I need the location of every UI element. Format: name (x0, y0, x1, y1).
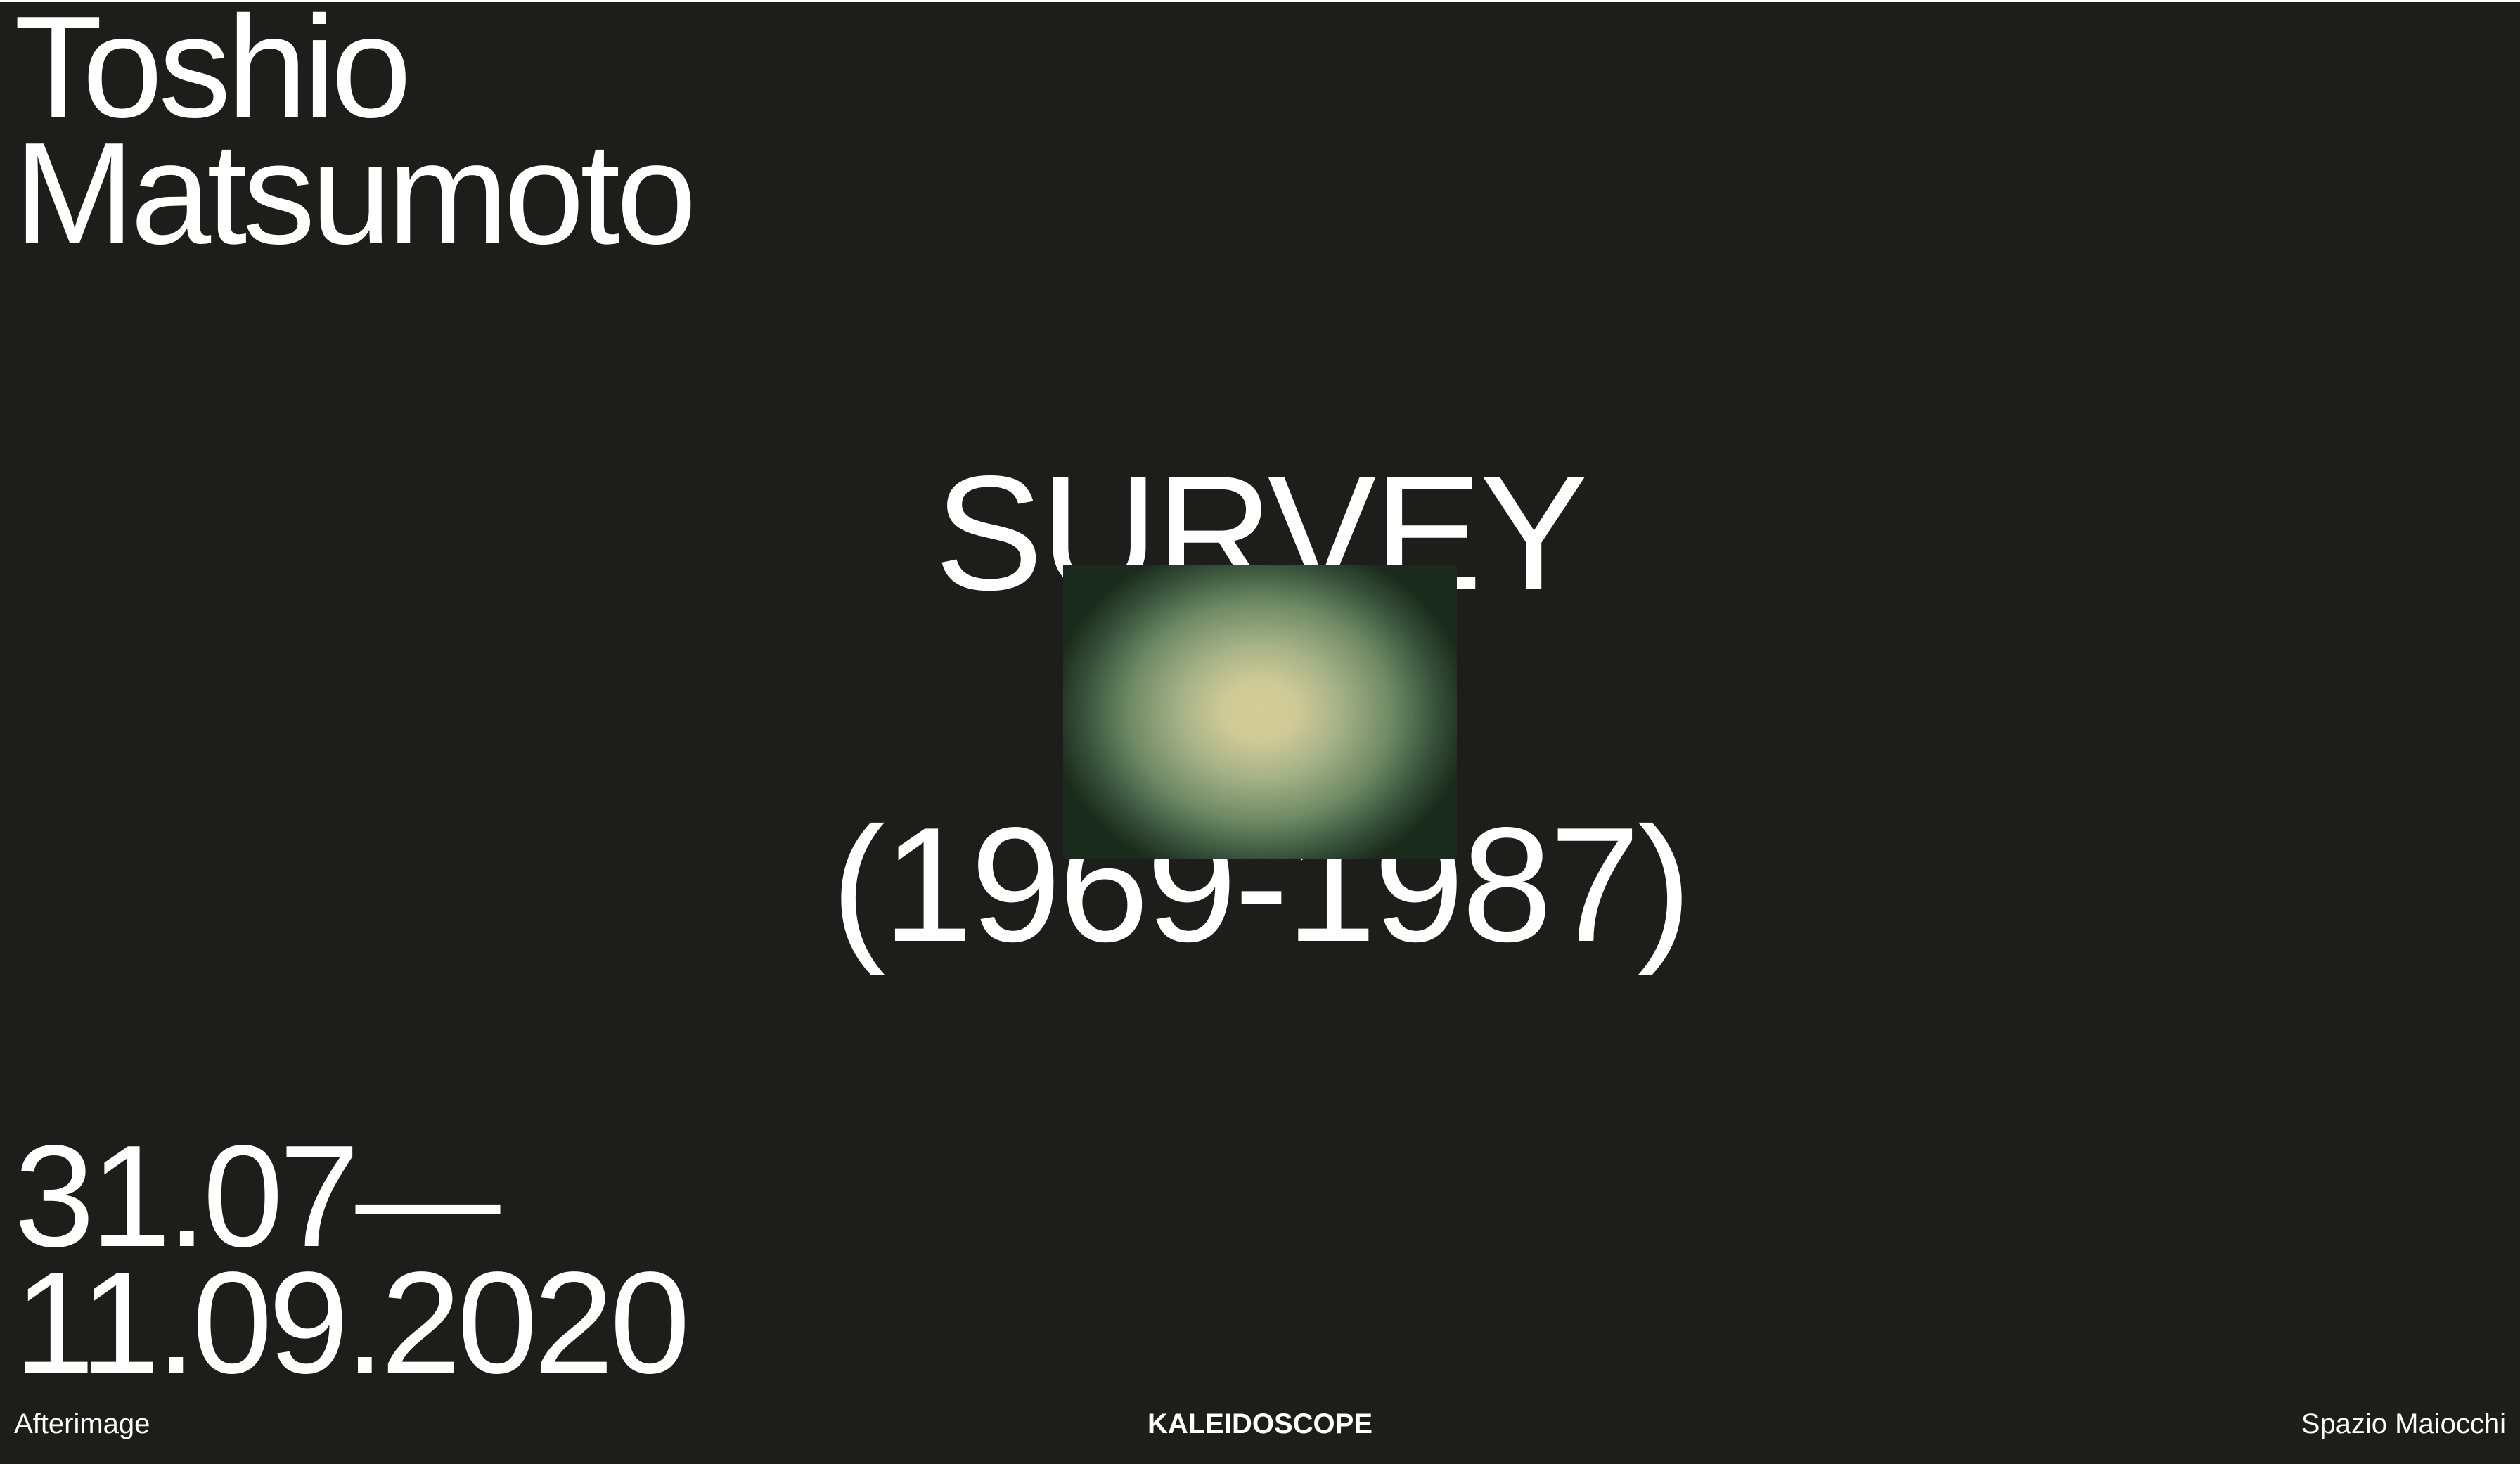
footer-center: KALEIDOSCOPE (0, 1407, 2520, 1441)
artist-name: Toshio Matsumoto (14, 0, 697, 274)
end-date: 11.09.2020 (14, 1242, 690, 1404)
featured-film-still[interactable] (1063, 565, 1457, 859)
afterimage-link[interactable]: Afterimage (14, 1408, 150, 1439)
artist-first-name: Toshio (14, 0, 411, 148)
exhibition-dates: 31.07— 11.09.2020 (14, 1115, 690, 1404)
artist-last-name: Matsumoto (14, 113, 697, 274)
spazio-maiocchi-link[interactable]: Spazio Maiocchi (2301, 1408, 2506, 1439)
kaleidoscope-link[interactable]: KALEIDOSCOPE (1147, 1408, 1373, 1439)
start-date: 31.07— (14, 1115, 501, 1277)
